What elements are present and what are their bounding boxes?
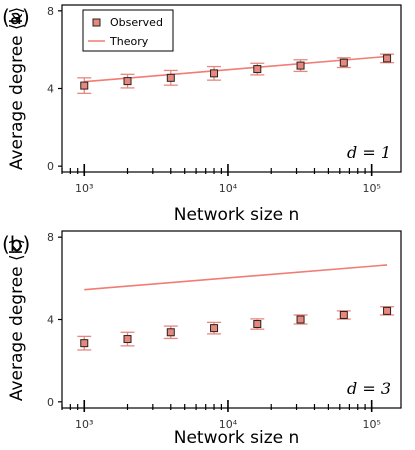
y-tick-label: 0	[47, 160, 54, 173]
data-point	[383, 54, 392, 63]
y-tick-label: 4	[47, 314, 54, 327]
theory-line	[84, 55, 388, 83]
data-point	[210, 324, 219, 333]
y-tick-label: 0	[47, 396, 54, 409]
data-point	[166, 328, 175, 337]
y-tick-label: 4	[47, 83, 54, 96]
data-point	[253, 65, 262, 74]
data-point	[80, 339, 89, 348]
data-point	[339, 58, 348, 67]
y-tick-label: 8	[47, 5, 54, 18]
y-tick-label: 8	[47, 231, 54, 244]
x-tick-label: 10⁴	[219, 418, 238, 431]
data-point	[166, 73, 175, 82]
x-tick-label: 10⁵	[362, 418, 380, 431]
data-point	[339, 310, 348, 319]
x-tick-label: 10⁵	[362, 182, 380, 195]
data-point	[296, 315, 305, 324]
panel-annotation: d = 3	[347, 379, 391, 398]
x-axis-title: Network size n	[174, 428, 300, 448]
x-axis-title: Network size n	[174, 205, 300, 225]
legend-marker-observed	[92, 18, 101, 27]
data-point	[80, 81, 89, 90]
panel-annotation: d = 1	[347, 143, 391, 162]
panel-b: 10³ 10⁴ 10⁵ 0 4 8 Network size n Average degree…	[2, 230, 402, 448]
data-point	[253, 320, 262, 329]
x-tick-label: 10⁴	[219, 182, 238, 195]
theory-line	[84, 264, 388, 291]
panel-label: (b)	[2, 232, 30, 256]
x-tick-label: 10³	[75, 418, 93, 431]
panel-a: 10³ 10⁴ 10⁵ 0 4 8 Network size n Average degree…	[2, 4, 402, 225]
legend: Observed Theory	[82, 9, 174, 52]
y-axis-title: Average degree ⟨k⟩	[7, 238, 27, 401]
legend-label-theory: Theory	[109, 35, 149, 48]
data-point	[296, 61, 305, 70]
legend-box	[82, 9, 174, 52]
legend-label-observed: Observed	[110, 16, 163, 29]
y-axis-title: Average degree ⟨k⟩	[7, 7, 27, 170]
x-tick-label: 10³	[75, 182, 93, 195]
data-point	[210, 69, 219, 78]
data-point	[123, 77, 132, 86]
panel-label: (a)	[2, 5, 30, 29]
data-point	[123, 335, 132, 344]
data-point	[383, 306, 392, 315]
